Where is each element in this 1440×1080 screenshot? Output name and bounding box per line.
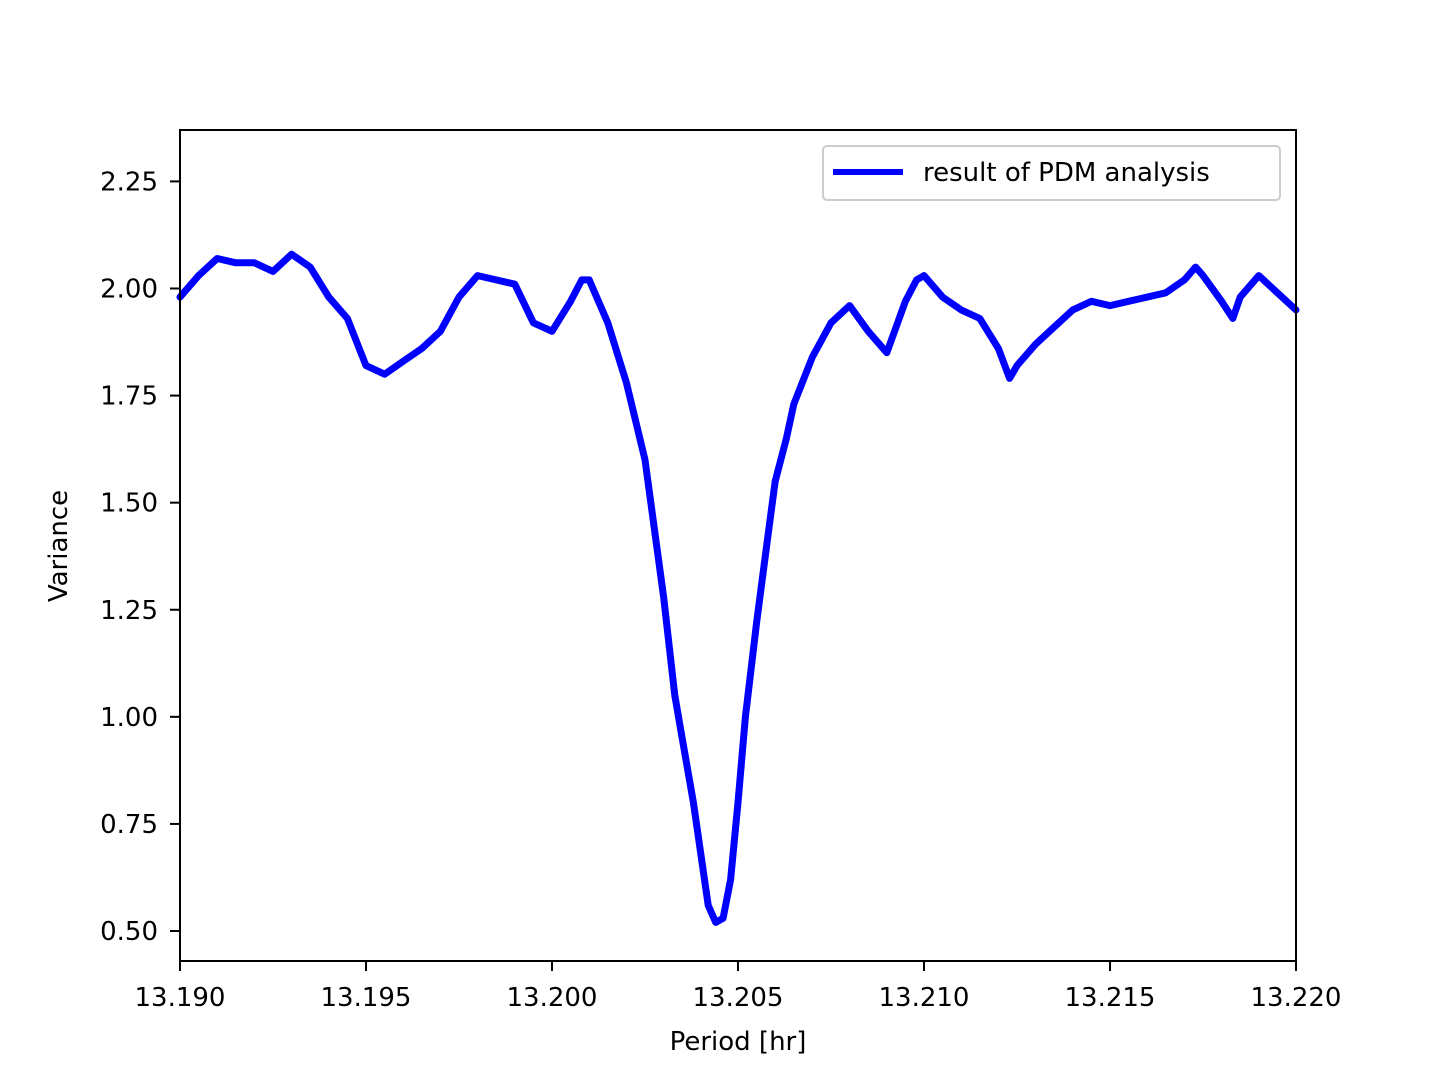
x-tick-label: 13.200 (507, 983, 598, 1013)
x-tick-label: 13.195 (321, 983, 412, 1013)
y-tick-label: 1.00 (100, 703, 158, 733)
legend-label: result of PDM analysis (923, 158, 1210, 188)
y-tick-label: 1.50 (100, 489, 158, 519)
y-tick-label: 1.75 (100, 382, 158, 412)
y-tick-label: 0.50 (100, 917, 158, 947)
y-ticks: 0.50 0.75 1.00 1.25 1.50 1.75 2.00 2.25 (100, 167, 180, 947)
x-axis-label: Period [hr] (670, 1027, 807, 1057)
plot-layer (176, 250, 1300, 926)
x-ticks: 13.190 13.195 13.200 13.205 13.210 13.215 13.2… (135, 961, 1342, 1013)
series-line-0 (176, 250, 1300, 926)
x-tick-label: 13.210 (879, 983, 970, 1013)
x-tick-label: 13.220 (1251, 983, 1342, 1013)
x-tick-label: 13.190 (135, 983, 226, 1013)
legend-box (822, 145, 1281, 201)
y-axis-label: Variance (44, 490, 74, 602)
legend: result of PDM analysis (822, 145, 1281, 201)
x-tick-label: 13.215 (1065, 983, 1156, 1013)
x-tick-label: 13.205 (693, 983, 784, 1013)
y-tick-label: 0.75 (100, 810, 158, 840)
y-tick-label: 2.25 (100, 167, 158, 197)
y-tick-label: 1.25 (100, 596, 158, 626)
y-tick-label: 2.00 (100, 274, 158, 304)
